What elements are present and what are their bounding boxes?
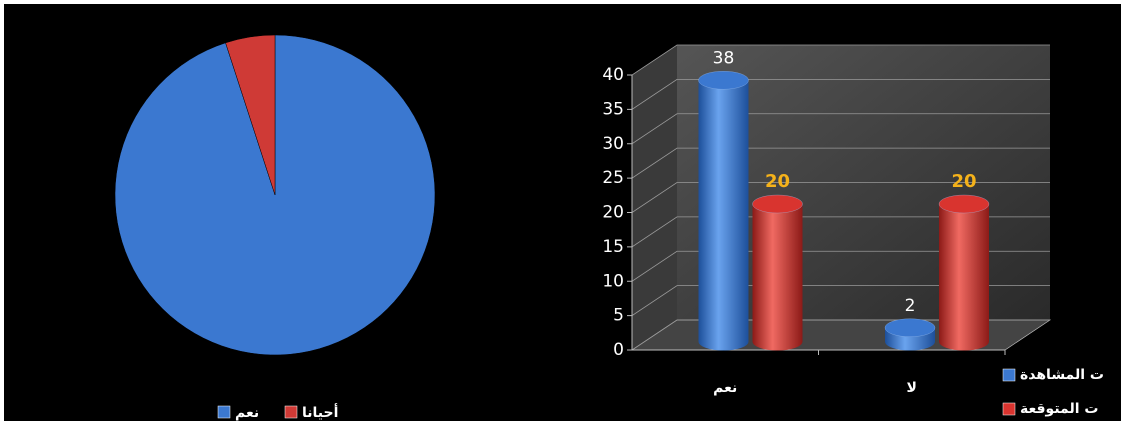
y-tick-label: 25 [602,168,624,188]
bar [752,204,803,351]
grid-line [631,44,1050,76]
y-tick-label: 35 [602,99,624,119]
legend-swatch [1002,368,1016,382]
grid-line [631,147,1050,179]
grid-line [631,182,1050,213]
y-tick-label: 10 [602,271,624,291]
y-tick-label: 5 [613,306,624,326]
grid-line [631,285,1050,316]
legend-swatch [1002,402,1016,416]
bar-cap [938,194,990,214]
legend-label: أحيانا [302,403,338,421]
bar-cap [698,71,749,90]
bar [698,80,749,351]
pie-chart: نعم أحيانا [114,34,436,421]
pie-slice [225,34,276,196]
grid-line [631,78,1050,110]
grid-line [631,250,1050,282]
grid-line [631,216,1050,248]
y-tick-label: 30 [602,134,624,154]
value-label: 38 [713,48,735,68]
y-tick-label: 40 [602,65,624,85]
legend-swatch [217,405,231,419]
bar [939,204,989,351]
bar-cap [884,318,936,337]
grid-line [631,319,1050,351]
legend-label: ت المشاهدة [1020,367,1104,383]
bar-chart: 0 5 10 15 20 25 30 35 40 نعم 38 20 لا 2 20 ت المشاهدة ت … [602,44,1104,417]
legend-label: نعم [235,405,259,421]
x-tick-label: لا [907,380,917,396]
y-tick-label: 0 [613,340,624,360]
legend-swatch [284,405,298,419]
legend-label: ت المتوقعة [1020,401,1098,417]
grid-line [631,113,1050,145]
y-tick-label: 15 [602,237,624,257]
value-label: 20 [951,171,976,192]
value-label: 20 [765,171,790,192]
value-label: 2 [905,296,916,316]
x-tick-label: نعم [713,380,737,396]
bar-cap [752,194,803,214]
y-tick-label: 20 [602,203,624,223]
